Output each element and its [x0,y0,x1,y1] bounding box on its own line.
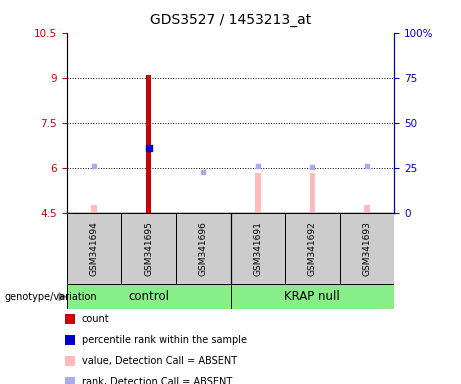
Bar [121,213,176,284]
Text: GSM341692: GSM341692 [308,221,317,276]
Text: GDS3527 / 1453213_at: GDS3527 / 1453213_at [150,13,311,27]
Text: genotype/variation: genotype/variation [5,291,97,302]
Bar [310,172,315,213]
Point [254,162,261,169]
Text: GSM341691: GSM341691 [253,221,262,276]
Point [145,146,152,152]
Text: percentile rank within the sample: percentile rank within the sample [82,335,247,345]
Text: GSM341696: GSM341696 [199,221,208,276]
Bar [67,213,121,284]
Point [363,164,371,170]
Text: GSM341693: GSM341693 [362,221,372,276]
Text: rank, Detection Call = ABSENT: rank, Detection Call = ABSENT [82,377,232,384]
Bar [255,172,260,213]
Bar [364,205,370,213]
Text: GSM341694: GSM341694 [89,221,99,276]
Point [200,169,207,175]
Bar [230,213,285,284]
Text: KRAP null: KRAP null [284,290,340,303]
Text: control: control [128,290,169,303]
Text: count: count [82,314,109,324]
Point [309,164,316,170]
Point [90,164,98,170]
Bar [230,284,394,309]
Bar [285,213,340,284]
Bar [146,75,151,213]
Bar [176,213,230,284]
Bar [201,212,206,213]
Bar [91,205,97,213]
Bar [67,284,230,309]
Text: value, Detection Call = ABSENT: value, Detection Call = ABSENT [82,356,236,366]
Text: GSM341695: GSM341695 [144,221,153,276]
Bar [340,213,394,284]
